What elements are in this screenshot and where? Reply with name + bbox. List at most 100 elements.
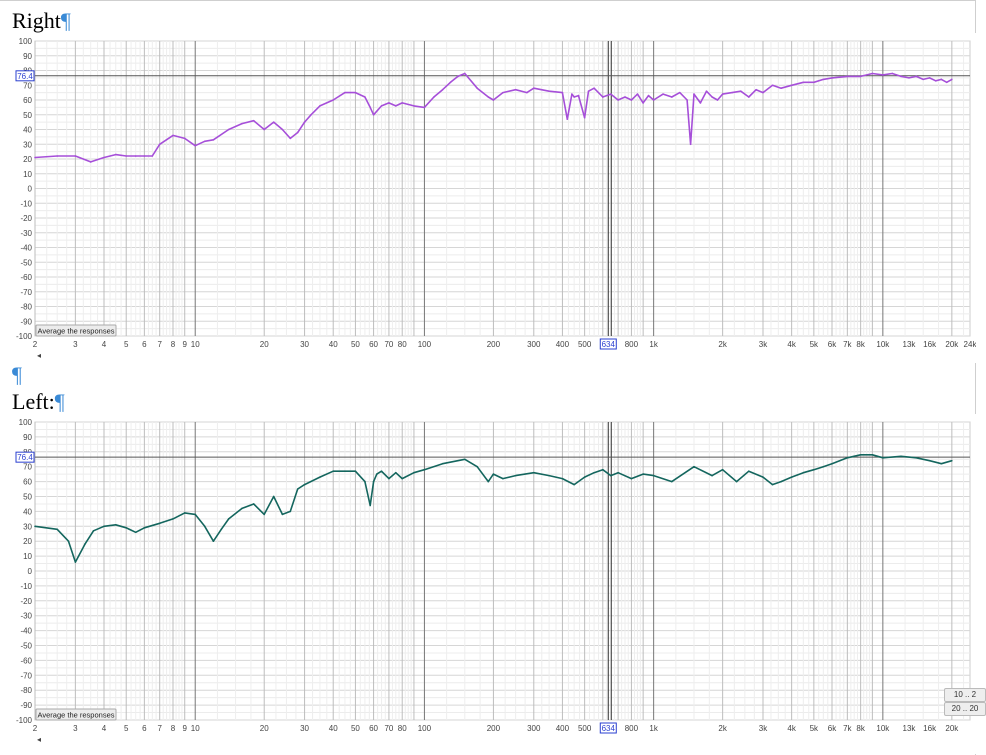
y-tick-label: -90 [20,701,32,710]
x-tick-label: 6 [142,340,147,349]
data-point [822,465,825,468]
data-point [134,531,137,534]
data-point [74,561,77,563]
cursor-frequency-label: 634 [602,724,616,733]
y-tick-label: -90 [20,317,32,326]
data-point [227,128,230,131]
data-point [476,465,479,468]
data-point [577,94,580,97]
data-point [143,155,146,157]
data-point [780,87,782,89]
left-response-chart[interactable]: 1009080706050403020100-10-20-30-40-50-60… [0,414,976,754]
x-tick-label: 6k [828,340,837,349]
x-tick-label: 10 [191,724,200,733]
data-point [441,462,444,465]
empty-paragraph-mark: ¶ [12,362,22,387]
x-tick-label: 8k [856,724,865,733]
data-point [183,137,186,140]
data-point [891,72,894,75]
data-point [871,453,874,456]
x-tick-label: 60 [369,340,378,349]
data-point [492,99,495,101]
data-point [449,81,452,84]
right-response-chart[interactable]: 1009080706050403020100-10-20-30-40-50-60… [0,33,976,363]
x-tick-label: 80 [398,340,407,349]
data-point [951,78,953,81]
y-tick-label: -10 [20,199,32,208]
data-point [609,474,612,477]
data-point [241,507,243,510]
data-point [125,526,128,529]
y-tick-label: 10 [23,552,32,561]
y-tick-label: 90 [23,52,32,61]
x-tick-label: 10k [876,724,890,733]
data-point [487,480,490,483]
y-tick-label: 50 [23,111,32,120]
data-point [711,474,713,477]
data-point [272,121,275,123]
data-point [56,528,59,531]
data-point [617,471,619,474]
data-point [548,474,550,477]
y-tick-label: 100 [19,418,33,427]
data-point [220,528,223,531]
data-point [882,74,884,76]
data-point [344,470,346,472]
right-heading-text: Right [12,8,61,33]
data-point [332,99,335,101]
average-responses-button[interactable]: Average the responses [35,708,117,721]
data-point [487,96,490,98]
data-point [158,522,161,525]
x-tick-label: 10 [191,340,200,349]
data-point [303,121,306,123]
data-point [859,453,862,456]
data-point [945,81,948,84]
data-point [716,99,719,101]
x-tick-label: 3k [759,724,768,733]
data-point [413,105,415,107]
y-tick-label: -80 [20,686,32,695]
x-tick-label: 20k [945,340,959,349]
average-button-label: Average the responses [38,327,115,336]
x-tick-label: 400 [556,340,570,349]
data-point [662,93,664,95]
data-point [593,87,595,89]
zoom-preset-button-2[interactable]: 20 .. 20 [944,702,986,716]
average-responses-button[interactable]: Average the responses [35,324,117,337]
data-point [74,155,77,157]
x-tick-label: 8 [171,724,176,733]
data-point [263,128,266,131]
x-tick-label: 60 [369,724,378,733]
data-point [502,477,504,480]
x-tick-label: 40 [329,340,338,349]
y-tick-label: -20 [20,214,32,223]
y-tick-label: -70 [20,671,32,680]
x-tick-label: 8 [171,340,176,349]
data-point [369,106,372,109]
y-tick-label: 40 [23,126,32,135]
zoom-preset-button-1[interactable]: 10 .. 2 [944,688,986,702]
data-point [566,118,569,120]
data-point [89,161,92,163]
data-point [780,480,782,483]
data-point [364,480,366,483]
data-point [114,524,117,526]
x-tick-label: 40 [329,724,338,733]
y-tick-label: -10 [20,582,32,591]
x-tick-label: 50 [351,724,360,733]
data-point [502,91,504,94]
x-tick-label: 4 [102,724,107,733]
data-point [319,105,321,107]
y-tick-label: 30 [23,522,32,531]
data-point [561,91,564,94]
right-heading: Right¶ [12,10,71,32]
left-heading: Left:¶ [12,391,65,413]
y-tick-label: -40 [20,244,32,253]
data-point [67,540,70,542]
data-point [915,75,918,78]
x-tick-label: 8k [856,340,865,349]
x-tick-label: 20 [260,724,269,733]
y-tick-label: -50 [20,258,32,267]
x-tick-label: 4 [102,340,107,349]
